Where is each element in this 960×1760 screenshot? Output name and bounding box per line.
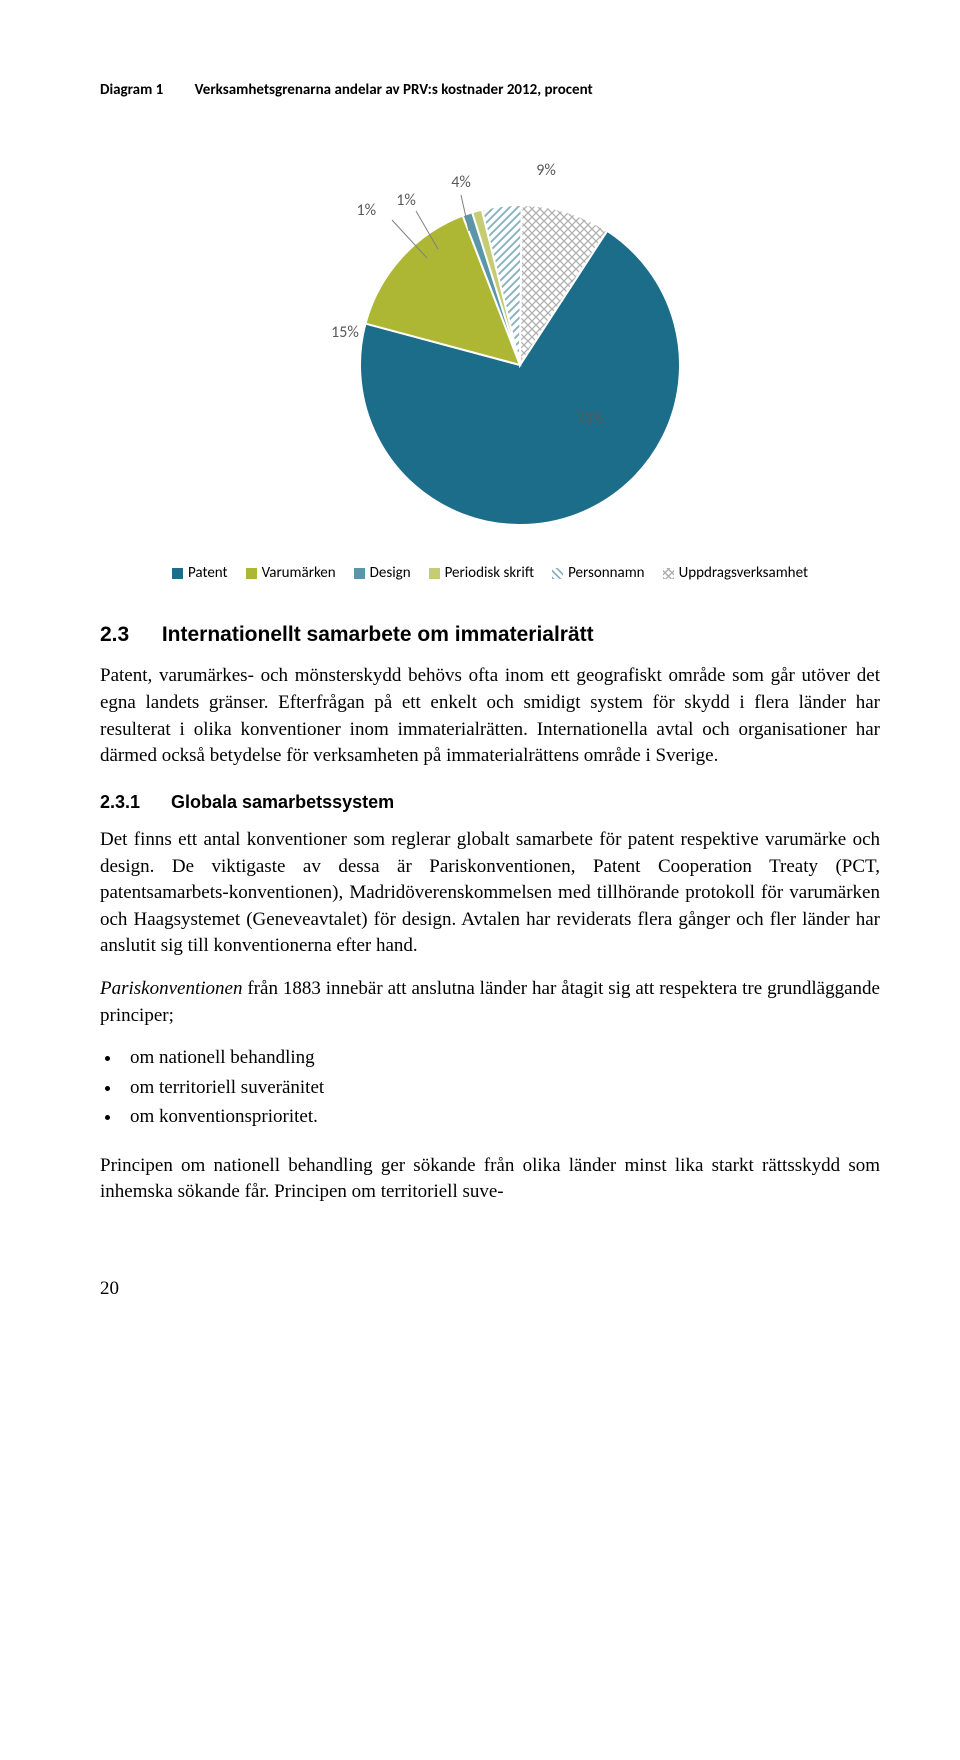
section-heading-2-3: 2.3 Internationellt samarbete om immater… bbox=[100, 620, 880, 649]
legend-label: Personnamn bbox=[568, 563, 644, 584]
section-num: 2.3 bbox=[100, 620, 156, 649]
legend-swatch-design bbox=[354, 568, 365, 579]
pie-label-9: 9% bbox=[536, 161, 556, 180]
list-item: om konventionsprioritet. bbox=[122, 1104, 880, 1131]
bullet-list: om nationell behandling om territoriell … bbox=[122, 1045, 880, 1131]
diagram-title-row: Diagram 1 Verksamhetsgrenarna andelar av… bbox=[100, 80, 880, 101]
section-title: Internationellt samarbete om immaterialr… bbox=[162, 623, 594, 646]
subsection-heading-2-3-1: 2.3.1 Globala samarbetssystem bbox=[100, 790, 880, 815]
pie-label-1b: 1% bbox=[396, 191, 416, 210]
diagram-number: Diagram 1 bbox=[100, 81, 163, 99]
subsection-num: 2.3.1 bbox=[100, 790, 166, 815]
page-number: 20 bbox=[100, 1276, 880, 1303]
list-item: om territoriell suveränitet bbox=[122, 1075, 880, 1102]
pie-label-70: 70% bbox=[576, 409, 604, 428]
paragraph: Patent, varumärkes- och mönsterskydd beh… bbox=[100, 663, 880, 769]
italic-term: Pariskonventionen bbox=[100, 978, 242, 999]
diagram-title-text: Verksamhetsgrenarna andelar av PRV:s kos… bbox=[195, 81, 593, 99]
legend-label: Periodisk skrift bbox=[445, 563, 535, 584]
legend-label: Varumärken bbox=[262, 563, 336, 584]
legend-swatch-periodisk bbox=[429, 568, 440, 579]
pie-label-15: 15% bbox=[331, 323, 359, 342]
legend-swatch-uppdrag bbox=[663, 568, 674, 579]
pie-label-4: 4% bbox=[451, 173, 471, 192]
legend-label: Design bbox=[370, 563, 411, 584]
subsection-title: Globala samarbetssystem bbox=[171, 792, 394, 812]
legend-item: Uppdragsverksamhet bbox=[663, 563, 808, 584]
legend-label: Patent bbox=[188, 563, 228, 584]
legend-item: Varumärken bbox=[246, 563, 336, 584]
legend-item: Periodisk skrift bbox=[429, 563, 535, 584]
legend-swatch-patent bbox=[172, 568, 183, 579]
legend-label: Uppdragsverksamhet bbox=[679, 563, 808, 584]
legend-item: Patent bbox=[172, 563, 228, 584]
paragraph: Pariskonventionen från 1883 innebär att … bbox=[100, 976, 880, 1029]
legend-item: Personnamn bbox=[552, 563, 644, 584]
pie-chart-container: 1% 1% 4% 9% 15% 70% Patent Varumärken De… bbox=[100, 125, 880, 584]
chart-legend: Patent Varumärken Design Periodisk skrif… bbox=[172, 563, 808, 584]
pie-label-1a: 1% bbox=[356, 201, 376, 220]
legend-swatch-personnamn bbox=[552, 568, 563, 579]
pie-chart: 1% 1% 4% 9% 15% 70% bbox=[180, 125, 800, 545]
legend-item: Design bbox=[354, 563, 411, 584]
legend-swatch-varumarken bbox=[246, 568, 257, 579]
paragraph: Det finns ett antal konventioner som reg… bbox=[100, 827, 880, 960]
list-item: om nationell behandling bbox=[122, 1045, 880, 1072]
paragraph: Principen om nationell behandling ger sö… bbox=[100, 1153, 880, 1206]
